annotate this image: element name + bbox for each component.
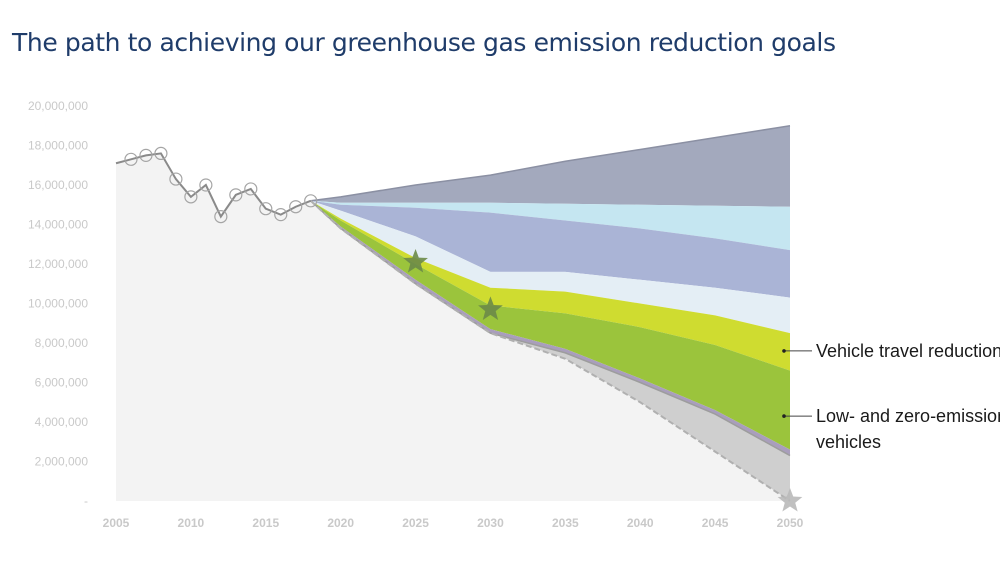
x-tick-label: 2015	[252, 516, 279, 530]
annotation-dot	[782, 414, 786, 418]
x-tick-label: 2030	[477, 516, 504, 530]
y-tick-label: 6,000,000	[35, 376, 89, 390]
historical-point	[199, 178, 213, 192]
y-tick-label: 20,000,000	[28, 99, 88, 113]
y-tick-label: 14,000,000	[28, 218, 88, 232]
history-area	[116, 153, 790, 501]
historical-point	[259, 202, 273, 216]
annotation-dot	[782, 349, 786, 353]
x-tick-label: 2040	[627, 516, 654, 530]
y-tick-label: -	[84, 494, 88, 508]
band-vehicle-travel-reduction	[310, 200, 790, 371]
x-tick-label: 2050	[777, 516, 804, 530]
top-boundary-line	[310, 125, 791, 202]
chart-title: The path to achieving our greenhouse gas…	[12, 28, 836, 57]
milestone-star	[478, 296, 503, 320]
milestone-star	[403, 249, 428, 273]
band-pale	[310, 200, 790, 334]
y-axis-ticks: - 2,000,000 4,000,000 6,000,000 8,000,000 10,…	[28, 99, 88, 508]
stars-group	[403, 249, 803, 512]
y-tick-label: 8,000,000	[35, 336, 89, 350]
historical-point	[304, 194, 318, 208]
annotation-label: Low- and zero-emissions vehicles	[816, 406, 1000, 452]
annotation-label-line: Low- and zero-emissions	[816, 406, 1000, 426]
annotation-label-line: vehicles	[816, 432, 881, 452]
y-tick-label: 2,000,000	[35, 455, 89, 469]
y-tick-label: 12,000,000	[28, 257, 88, 271]
historical-point	[274, 208, 288, 222]
historical-point	[169, 172, 183, 186]
annotation-label: Vehicle travel reduction	[816, 341, 1000, 361]
band-blue	[310, 200, 790, 298]
x-axis-ticks: 2005 2010 2015 2020 2025 2030 2035 2040 2045 2050	[103, 516, 804, 530]
history-group	[115, 146, 318, 224]
annotations-group: Vehicle travel reduction Low- and zero-em…	[782, 341, 1000, 452]
x-tick-label: 2045	[702, 516, 729, 530]
historical-line	[115, 152, 312, 219]
band-lavender	[310, 200, 790, 456]
areas-group	[116, 125, 791, 502]
historical-point	[229, 188, 243, 202]
y-tick-label: 4,000,000	[35, 415, 89, 429]
annotation-label-line: Vehicle travel reduction	[816, 341, 1000, 361]
band-remaining-gap	[310, 200, 790, 502]
historical-point	[214, 210, 228, 224]
band-top	[310, 125, 790, 207]
x-tick-label: 2010	[178, 516, 205, 530]
x-tick-label: 2005	[103, 516, 130, 530]
y-tick-label: 18,000,000	[28, 139, 88, 153]
band-low-zero-emissions-vehicles	[310, 200, 790, 450]
target-star	[777, 488, 803, 512]
historical-point	[124, 152, 138, 166]
historical-point	[154, 146, 168, 160]
historical-point	[244, 182, 258, 196]
y-tick-label: 16,000,000	[28, 178, 88, 192]
target-dashed-line	[310, 200, 791, 502]
historical-point	[139, 148, 153, 162]
y-tick-label: 10,000,000	[28, 297, 88, 311]
band-light-blue	[310, 200, 790, 251]
x-tick-label: 2035	[552, 516, 579, 530]
x-tick-label: 2025	[402, 516, 429, 530]
historical-point	[184, 190, 198, 204]
x-tick-label: 2020	[327, 516, 354, 530]
historical-point	[289, 200, 303, 214]
